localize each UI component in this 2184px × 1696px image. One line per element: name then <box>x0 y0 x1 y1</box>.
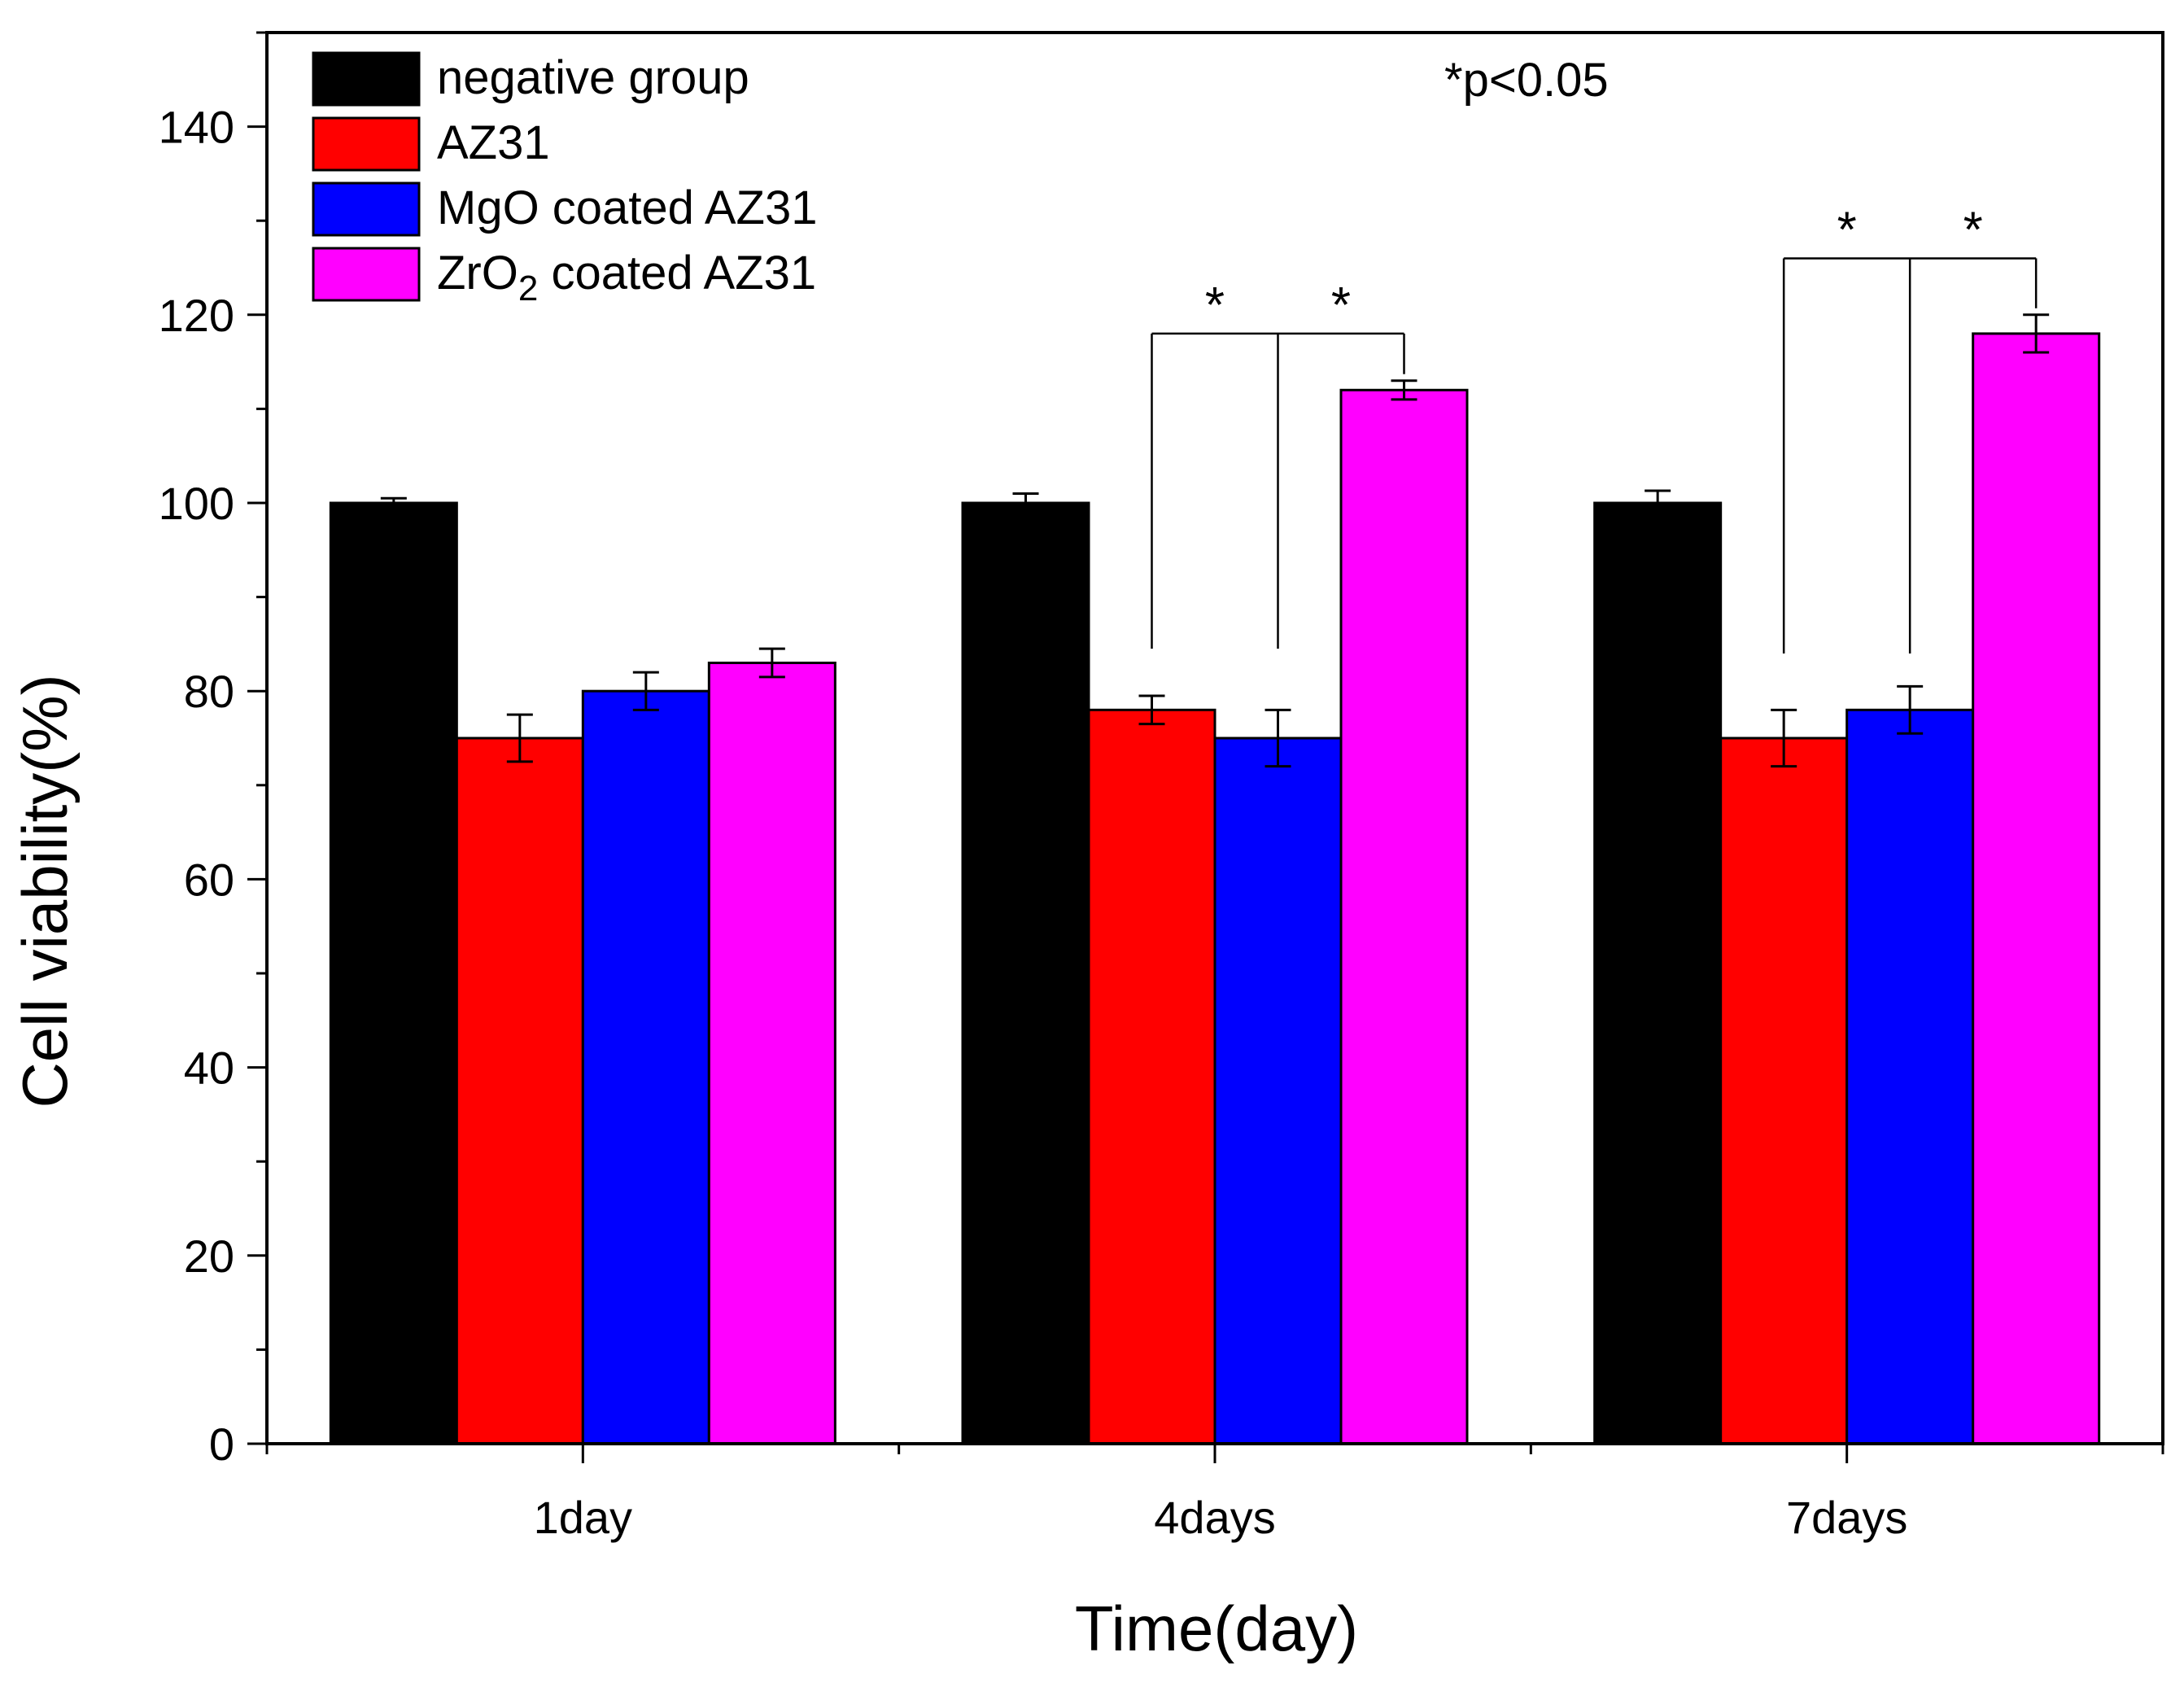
bar <box>707 662 836 1445</box>
bar <box>1845 708 1975 1445</box>
bar <box>1213 737 1343 1445</box>
legend-swatch <box>312 51 421 107</box>
x-axis: 1day 4days 7days <box>265 1444 2164 1543</box>
bar <box>1972 332 2101 1445</box>
bar <box>1339 388 1469 1445</box>
legend-swatch <box>312 181 421 237</box>
error-bar <box>1265 708 1291 768</box>
y-tick-label: 0 <box>209 1418 234 1470</box>
bar <box>1087 708 1216 1445</box>
significance-bracket <box>1151 332 1405 649</box>
y-tick-label: 40 <box>184 1043 234 1094</box>
bar <box>1719 737 1849 1445</box>
y-tick-label: 20 <box>184 1230 234 1282</box>
legend-label: ZrO2 coated AZ31 <box>437 247 816 308</box>
y-tick-label: 100 <box>159 478 234 529</box>
p-value-annotation: *p<0.05 <box>1444 54 1609 107</box>
error-bar <box>1138 694 1165 726</box>
legend-swatch <box>312 247 421 302</box>
error-bar <box>1771 708 1797 768</box>
x-tick-label: 7days <box>1786 1492 1907 1543</box>
x-tick-label: 4days <box>1154 1492 1275 1543</box>
significance-layer: * * * * <box>1151 202 2038 653</box>
y-axis: 0 20 40 60 80 100 120 140 <box>159 31 267 1470</box>
error-bar <box>2023 313 2050 354</box>
error-bar <box>380 496 407 509</box>
bar <box>455 737 584 1445</box>
bars-layer <box>329 332 2101 1445</box>
error-bar <box>506 713 533 763</box>
significance-star: * <box>1837 202 1857 258</box>
bar <box>1593 501 1723 1445</box>
bar <box>581 689 710 1445</box>
error-bar <box>632 671 659 711</box>
bar <box>961 501 1090 1445</box>
y-tick-label: 60 <box>184 854 234 905</box>
legend: negative group AZ31 MgO coated AZ31 ZrO2 co… <box>312 51 817 308</box>
significance-bracket <box>1782 257 2038 653</box>
error-bar <box>1645 489 1671 517</box>
significance-star: * <box>1331 278 1351 334</box>
error-bar <box>758 647 785 679</box>
legend-swatch <box>312 116 421 172</box>
error-bar <box>1012 492 1039 514</box>
legend-label: negative group <box>437 51 749 104</box>
y-tick-label: 120 <box>159 290 234 341</box>
bar <box>329 501 458 1445</box>
error-bar <box>1391 379 1417 401</box>
y-tick-label: 140 <box>159 102 234 153</box>
x-axis-title: Time(day) <box>1075 1593 1358 1664</box>
y-axis-title: Cell viability(%) <box>9 674 81 1108</box>
significance-star: * <box>1963 202 1983 258</box>
legend-label: MgO coated AZ31 <box>437 181 817 234</box>
significance-star: * <box>1205 278 1225 334</box>
x-tick-label: 1day <box>534 1492 632 1543</box>
y-tick-label: 80 <box>184 666 234 717</box>
error-bars-layer <box>380 313 2050 768</box>
legend-label: AZ31 <box>437 116 550 169</box>
error-bar <box>1897 684 1924 735</box>
